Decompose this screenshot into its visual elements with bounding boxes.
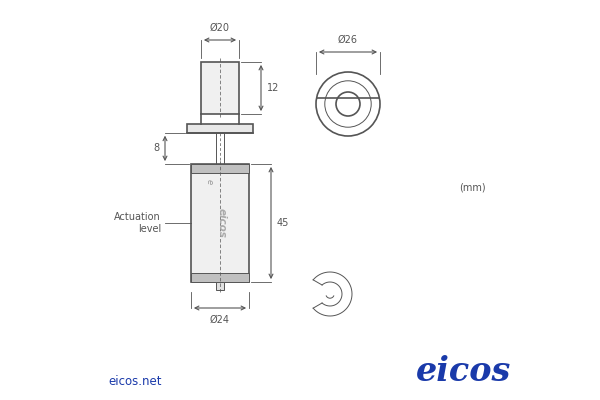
Bar (201, 62, 239, 114)
Text: 45: 45 (277, 218, 289, 228)
Text: (mm): (mm) (458, 183, 485, 193)
Bar (191, 164, 249, 173)
Text: e: e (204, 180, 214, 184)
Text: eicos: eicos (217, 208, 227, 238)
Bar (191, 164, 249, 282)
Text: Ø26: Ø26 (338, 35, 358, 45)
Text: 12: 12 (267, 83, 280, 93)
Bar (187, 124, 253, 133)
Text: eicos.net: eicos.net (108, 375, 161, 388)
Bar (191, 273, 249, 282)
Text: Ø24: Ø24 (210, 315, 230, 325)
Text: 8: 8 (153, 143, 159, 153)
Bar (215, 282, 224, 290)
Text: Actuation
level: Actuation level (114, 212, 161, 234)
Text: eicos: eicos (416, 355, 512, 388)
Text: Ø20: Ø20 (210, 23, 230, 33)
